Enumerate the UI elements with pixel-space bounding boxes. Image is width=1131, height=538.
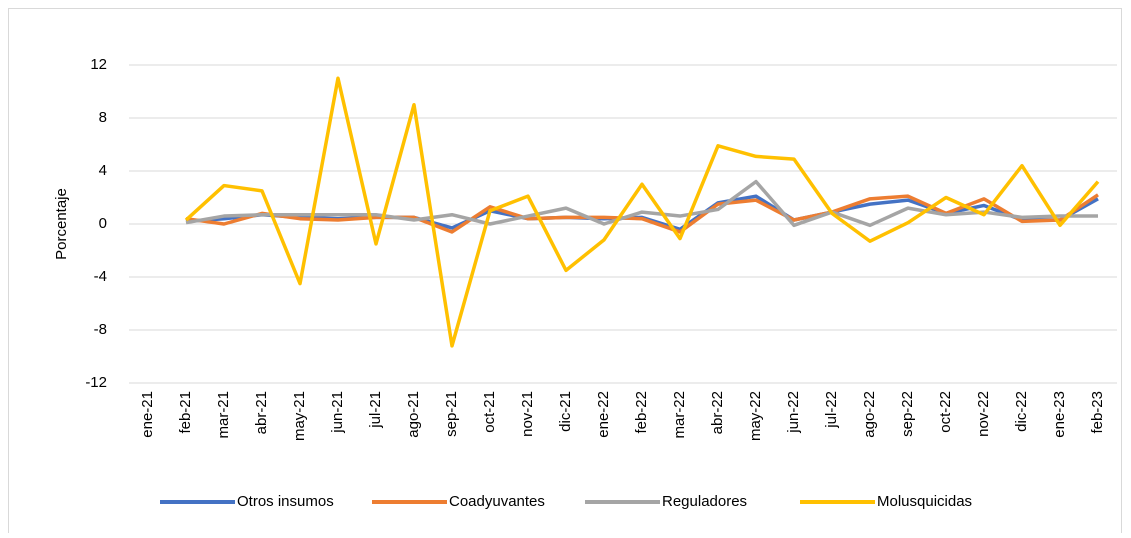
- x-tick-label: jul-21: [367, 391, 384, 429]
- x-tick-label: dic-22: [1013, 391, 1030, 432]
- y-axis-label: Porcentaje: [53, 188, 70, 260]
- legend-label: Coadyuvantes: [449, 493, 545, 510]
- x-tick-label: feb-23: [1089, 391, 1106, 434]
- chart-frame: [8, 8, 1122, 538]
- series-line: [185, 179, 1098, 228]
- x-tick-label: ago-22: [861, 391, 878, 438]
- x-tick-label: may-22: [747, 391, 764, 441]
- legend-label: Reguladores: [662, 493, 747, 510]
- x-tick-label: feb-22: [633, 391, 650, 434]
- y-tick-label: 4: [99, 162, 107, 179]
- y-tick-label: -12: [85, 374, 107, 391]
- x-tick-label: mar-22: [671, 391, 688, 439]
- x-tick-label: ene-21: [139, 391, 156, 438]
- x-tick-label: may-21: [291, 391, 308, 441]
- legend-label: Otros insumos: [237, 493, 334, 510]
- series-line: [184, 76, 1100, 348]
- y-tick-label: 0: [99, 215, 107, 232]
- x-tick-label: abr-22: [709, 391, 726, 434]
- x-tick-label: sep-22: [899, 391, 916, 437]
- x-tick-label: mar-21: [215, 391, 232, 439]
- y-tick-label: 12: [90, 56, 107, 73]
- x-tick-label: jun-21: [329, 391, 346, 434]
- x-tick-label: ene-22: [595, 391, 612, 438]
- x-tick-label: oct-21: [481, 391, 498, 433]
- x-tick-label: feb-21: [177, 391, 194, 434]
- x-tick-label: oct-22: [937, 391, 954, 433]
- y-tick-label: -4: [94, 268, 107, 285]
- x-tick-label: ago-21: [405, 391, 422, 438]
- y-tick-label: 8: [99, 109, 107, 126]
- legend-label: Molusquicidas: [877, 493, 972, 510]
- x-tick-label: ene-23: [1051, 391, 1068, 438]
- x-tick-label: nov-21: [519, 391, 536, 437]
- x-tick-label: sep-21: [443, 391, 460, 437]
- x-tick-label: abr-21: [253, 391, 270, 434]
- x-tick-label: jun-22: [785, 391, 802, 434]
- x-tick-label: jul-22: [823, 391, 840, 429]
- x-tick-label: dic-21: [557, 391, 574, 432]
- x-tick-label: nov-22: [975, 391, 992, 437]
- y-tick-label: -8: [94, 321, 107, 338]
